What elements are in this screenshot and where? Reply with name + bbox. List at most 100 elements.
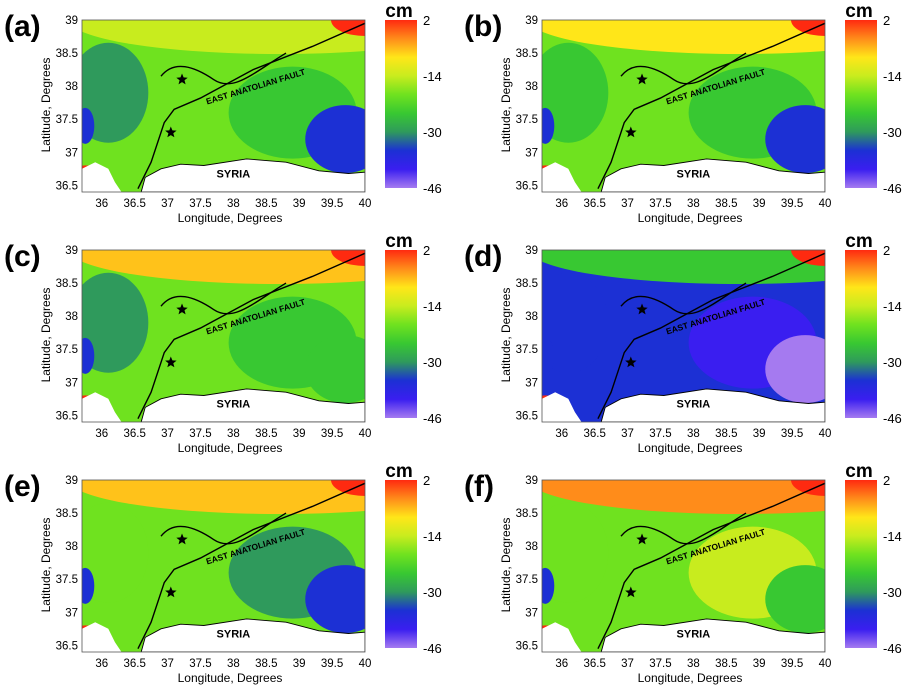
northern-fault-line [620,512,747,545]
y-axis-label: Latitude, Degrees [499,287,513,383]
colorbar-tick: -14 [883,69,902,84]
x-tick-label: 37.5 [649,198,671,210]
east-anatolian-fault-line [137,22,366,190]
displacement-field [542,480,825,652]
x-axis-label: Longitude, Degrees [177,211,283,225]
northern-fault-line [160,52,287,85]
x-tick-label: 40 [819,428,832,440]
colorbar-tick: -30 [883,355,902,370]
y-tick-label: 38.5 [56,508,78,520]
y-tick-label: 37 [65,607,78,619]
y-tick-label: 38.5 [56,278,78,290]
x-tick-label: 38 [227,658,240,670]
y-tick-label: 37 [65,377,78,389]
y-tick-label: 37.5 [516,114,538,126]
map-panel: (a) EAST ANATOLIAN FAULT SYRIA 36 36.5 37 37.5… [0,0,456,231]
colorbar [845,20,877,188]
x-tick-label: 40 [359,198,372,210]
x-tick-label: 38.5 [255,198,277,210]
x-tick-label: 36.5 [583,658,605,670]
colorbar [385,20,417,188]
map-panel: (b) EAST ANATOLIAN FAULT SYRIA 36 36.5 37 37.5… [460,0,912,231]
colorbar-tick: 2 [423,243,430,258]
colorbar [845,250,877,418]
syria-region [600,158,825,192]
x-tick-label: 36.5 [583,428,605,440]
y-tick-label: 38 [525,541,538,553]
epicenter-star [176,533,188,545]
colorbar-tick: 2 [423,13,430,28]
colorbar-tick: -46 [423,411,442,426]
southeast-region [305,105,365,174]
x-tick-label: 40 [359,428,372,440]
x-tick-label: 38 [227,428,240,440]
east-anatolian-fault-line [597,22,826,190]
colorbar-unit: cm [385,1,412,22]
panel-letter: (a) [4,10,41,43]
colorbar-unit: cm [845,1,872,22]
colorbar-tick: 2 [883,13,890,28]
x-tick-label: 39 [293,198,306,210]
epicenter-star [176,73,188,85]
y-tick-label: 39 [525,245,538,257]
x-axis-label: Longitude, Degrees [637,671,743,685]
panel-letter: (c) [4,240,41,273]
x-tick-label: 40 [819,658,832,670]
syria-label: SYRIA [677,168,711,180]
epicenter-star [636,303,648,315]
x-tick-label: 39 [753,428,766,440]
epicenter-star [625,356,637,368]
y-tick-label: 39 [525,475,538,487]
northeast-max [331,250,365,266]
map-frame [541,249,826,423]
displacement-field [542,250,825,422]
panel-letter: (e) [4,470,41,503]
y-axis-label: Latitude, Degrees [39,57,53,153]
northern-fault-line [620,52,747,85]
map-panel: (c) EAST ANATOLIAN FAULT SYRIA 36 36.5 37 37.5… [0,230,456,461]
x-tick-label: 40 [819,198,832,210]
syria-label: SYRIA [677,628,711,640]
y-tick-label: 39 [525,15,538,27]
west-region [542,42,609,143]
north-region [82,480,365,514]
y-tick-label: 37.5 [56,114,78,126]
y-tick-label: 39 [65,475,78,487]
x-tick-label: 36.5 [123,658,145,670]
x-axis-label: Longitude, Degrees [177,671,283,685]
epicenter-star [165,356,177,368]
y-tick-label: 38.5 [516,278,538,290]
epicenter-star [636,73,648,85]
map-frame [81,249,366,423]
syria-region [600,388,825,422]
map-frame [541,479,826,653]
x-axis-label: Longitude, Degrees [637,441,743,455]
sea [542,162,582,192]
colorbar-tick: -14 [423,529,442,544]
x-axis-label: Longitude, Degrees [637,211,743,225]
x-axis-label: Longitude, Degrees [177,441,283,455]
syria-region [140,158,365,192]
x-tick-label: 36.5 [123,198,145,210]
colorbar-tick: -14 [883,299,902,314]
southeast-region [765,565,825,634]
x-tick-label: 38.5 [715,658,737,670]
epicenter-star [625,586,637,598]
x-tick-label: 38.5 [715,428,737,440]
x-tick-label: 39.5 [781,658,803,670]
x-tick-label: 39.5 [781,428,803,440]
y-tick-label: 37.5 [516,344,538,356]
x-tick-label: 39.5 [321,428,343,440]
colorbar-unit: cm [385,231,412,252]
x-tick-label: 37 [161,198,174,210]
north-region [542,480,825,514]
y-tick-label: 37.5 [56,344,78,356]
x-tick-label: 38 [687,428,700,440]
syria-region [600,618,825,652]
northern-fault-line [160,282,287,315]
